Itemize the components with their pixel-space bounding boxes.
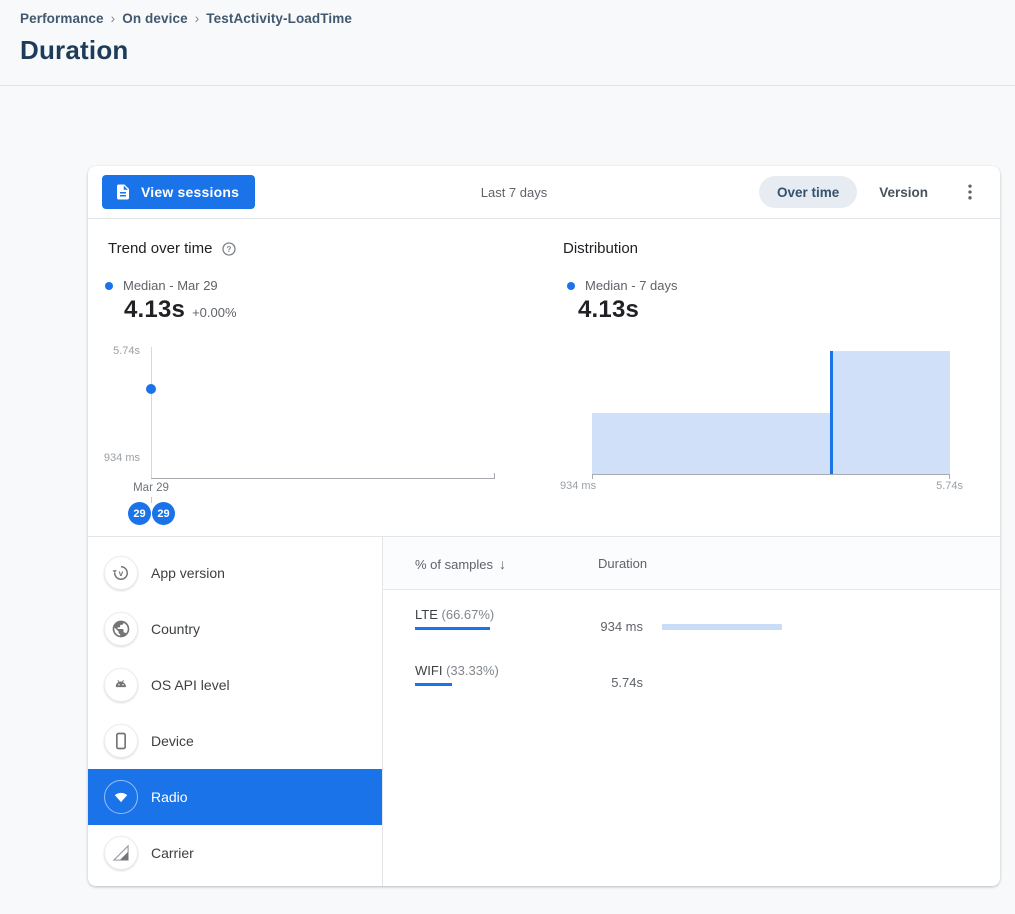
histogram-tick-right — [949, 475, 950, 479]
wifi-icon — [104, 780, 138, 814]
charts-section: Trend over time ? Median - Mar 29 4.13s … — [88, 219, 1000, 537]
sidebar-item-label: OS API level — [151, 677, 230, 693]
trend-title-text: Trend over time — [108, 240, 212, 257]
sidebar-item-label: Radio — [151, 789, 188, 805]
table-row-lte[interactable]: LTE (66.67%) 934 ms — [383, 590, 1000, 646]
help-icon[interactable]: ? — [221, 241, 237, 257]
column-header-duration[interactable]: Duration — [598, 556, 647, 571]
row-label: WIFI (33.33%) — [415, 663, 499, 678]
range-slider-handle-start[interactable]: 29 — [128, 502, 151, 525]
histogram-x-max-label: 5.74s — [903, 480, 963, 492]
percentage-bar — [415, 627, 490, 630]
column-header-samples[interactable]: % of samples ↓ — [415, 556, 506, 572]
samples-header-label: % of samples — [415, 557, 493, 572]
smartphone-icon — [104, 724, 138, 758]
histogram-x-min-label: 934 ms — [560, 480, 596, 492]
duration-value: 934 ms — [523, 619, 643, 634]
kebab-icon — [960, 182, 980, 202]
distribution-title-text: Distribution — [563, 240, 638, 257]
distribution-median-metric: 4.13s — [578, 296, 639, 324]
card-header: View sessions Last 7 days Over time Vers… — [88, 166, 1000, 219]
sidebar-item-country[interactable]: Country — [88, 601, 382, 657]
sidebar-item-label: App version — [151, 565, 225, 581]
app-version-icon: v — [104, 556, 138, 590]
tab-over-time[interactable]: Over time — [759, 176, 857, 208]
page-title: Duration — [20, 35, 1015, 66]
radio-type-label: LTE — [415, 607, 438, 622]
trend-y-max-label: 5.74s — [88, 345, 140, 357]
duration-card: View sessions Last 7 days Over time Vers… — [88, 166, 1000, 886]
view-sessions-button[interactable]: View sessions — [102, 175, 255, 209]
trend-x-axis-end-tick — [494, 473, 495, 479]
card-period-label: Last 7 days — [444, 185, 584, 200]
cell-signal-icon — [104, 836, 138, 870]
row-label: LTE (66.67%) — [415, 607, 494, 622]
page-header: Performance › On device › TestActivity-LoadT… — [0, 0, 1015, 66]
samples-table: % of samples ↓ Duration LTE (66.67%) 934… — [383, 537, 1000, 886]
sidebar-item-app-version[interactable]: v App version — [88, 545, 382, 601]
globe-icon — [104, 612, 138, 646]
breadcrumb-trace-name[interactable]: TestActivity-LoadTime — [206, 11, 352, 26]
histogram-bar-high — [833, 351, 950, 474]
trend-legend-dot — [105, 282, 113, 290]
breadcrumb-performance[interactable]: Performance — [20, 11, 104, 26]
trend-median-dot — [146, 384, 156, 394]
sidebar-item-label: Device — [151, 733, 194, 749]
histogram-bar-low — [592, 413, 830, 474]
document-icon — [114, 183, 132, 201]
sidebar-item-radio[interactable]: Radio — [88, 769, 382, 825]
duration-header-label: Duration — [598, 556, 647, 571]
samples-percentage: (66.67%) — [442, 607, 495, 622]
svg-text:v: v — [119, 568, 124, 578]
breakdown-section: v App version Country — [88, 537, 1000, 886]
breadcrumb: Performance › On device › TestActivity-LoadT… — [20, 11, 1015, 26]
percentage-bar — [415, 683, 452, 686]
trend-delta-value: +0.00% — [192, 305, 236, 320]
header-divider — [0, 85, 1015, 86]
sort-descending-icon: ↓ — [499, 556, 506, 572]
radio-type-label: WIFI — [415, 663, 442, 678]
duration-value: 5.74s — [523, 675, 643, 690]
distribution-median-value: 4.13s — [578, 296, 639, 324]
breadcrumb-separator: › — [111, 11, 116, 26]
range-slider-handle-end[interactable]: 29 — [152, 502, 175, 525]
sidebar-item-label: Carrier — [151, 845, 194, 861]
attribute-sidebar: v App version Country — [88, 537, 383, 886]
trend-y-min-label: 934 ms — [88, 452, 140, 464]
trend-median-metric: 4.13s +0.00% — [124, 296, 237, 324]
android-icon — [104, 668, 138, 702]
view-sessions-label: View sessions — [141, 184, 239, 200]
trend-x-tick-label: Mar 29 — [121, 482, 181, 494]
sidebar-item-device[interactable]: Device — [88, 713, 382, 769]
table-row-wifi[interactable]: WIFI (33.33%) 5.74s — [383, 646, 1000, 702]
breadcrumb-separator: › — [195, 11, 200, 26]
sidebar-item-os-api-level[interactable]: OS API level — [88, 657, 382, 713]
tab-version[interactable]: Version — [861, 176, 946, 208]
histogram-x-axis-line — [592, 474, 950, 475]
table-header: % of samples ↓ Duration — [383, 537, 1000, 590]
overflow-menu-button[interactable] — [954, 176, 986, 208]
trend-legend-label: Median - Mar 29 — [123, 278, 218, 293]
distribution-legend-dot — [567, 282, 575, 290]
sidebar-item-carrier[interactable]: Carrier — [88, 825, 382, 881]
trend-y-axis-line — [151, 347, 152, 478]
range-slider-connector — [151, 497, 152, 503]
distribution-section-title: Distribution — [563, 240, 638, 257]
histogram-tick-left — [592, 475, 593, 479]
samples-percentage: (33.33%) — [446, 663, 499, 678]
svg-text:?: ? — [227, 245, 232, 254]
distribution-legend-label: Median - 7 days — [585, 278, 678, 293]
histogram-median-line — [830, 351, 833, 474]
trend-x-axis-line — [151, 478, 495, 479]
sidebar-item-label: Country — [151, 621, 200, 637]
trend-section-title: Trend over time ? — [108, 240, 237, 257]
duration-spark-bar — [662, 624, 782, 630]
view-toggle-group: Over time Version — [759, 176, 986, 208]
breadcrumb-on-device[interactable]: On device — [122, 11, 187, 26]
trend-median-value: 4.13s — [124, 296, 185, 324]
filter-toolbar: Filter Last 7 days Mar 23, 2021 – Mar 29… — [0, 105, 1015, 153]
